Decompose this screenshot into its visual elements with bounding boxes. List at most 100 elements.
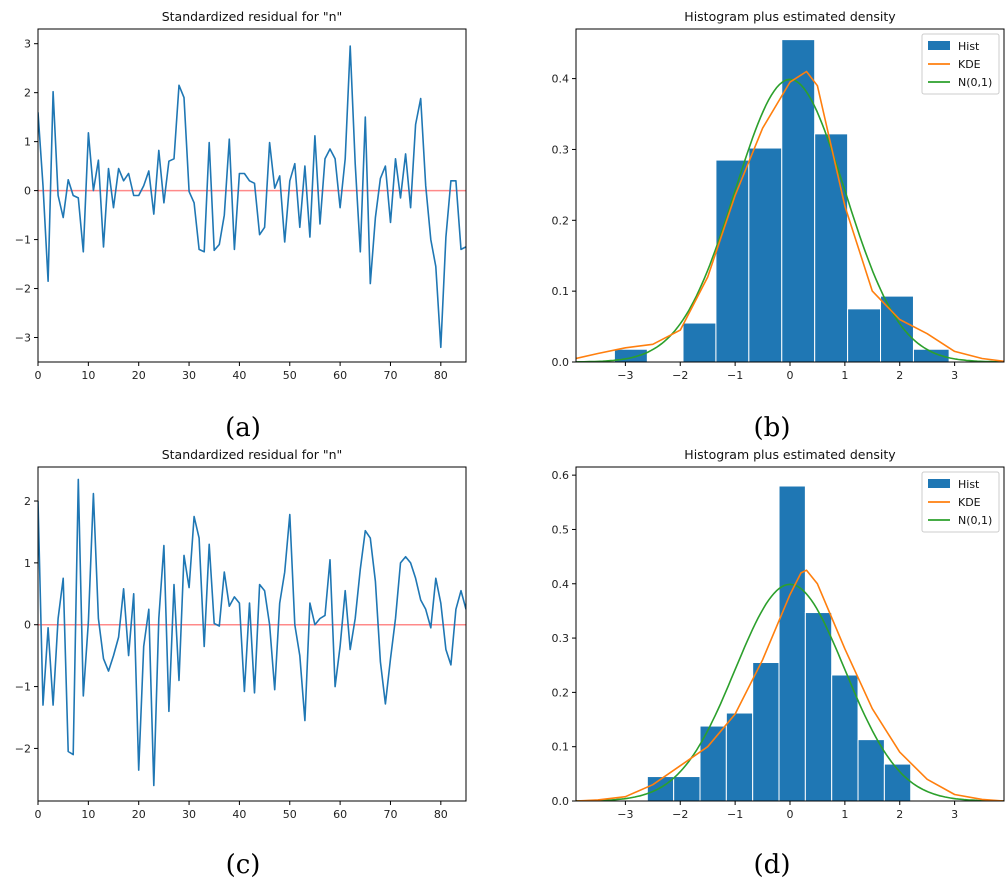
- x-tick-label-b-6: 3: [951, 369, 958, 382]
- x-tick-label-c-3: 30: [182, 808, 196, 821]
- hist-bar-b-5: [781, 39, 816, 362]
- x-tick-label-a-7: 70: [383, 369, 397, 382]
- legend-label-b-2: N(0,1): [958, 76, 992, 89]
- x-tick-label-d-3: 0: [787, 808, 794, 821]
- chart-c: Standardized residual for "n"0 10 20 30 40 50…: [15, 447, 467, 821]
- chart-title-b: Histogram plus estimated density: [684, 9, 896, 24]
- hist-bar-d-5: [778, 485, 806, 801]
- hist-bar-b-4: [748, 147, 783, 362]
- y-tick-label-a-1: −2: [15, 283, 31, 296]
- x-tick-label-c-6: 60: [333, 808, 347, 821]
- panel-label-c: (c): [226, 850, 261, 880]
- hist-bar-d-1: [673, 776, 701, 801]
- x-tick-label-a-8: 80: [434, 369, 448, 382]
- legend-label-d-0: Hist: [958, 478, 980, 491]
- y-tick-label-d-0: 0.0: [552, 795, 570, 808]
- x-tick-label-a-5: 50: [283, 369, 297, 382]
- x-tick-label-b-1: −2: [672, 369, 688, 382]
- y-tick-label-c-3: 1: [24, 557, 31, 570]
- x-tick-label-a-2: 20: [132, 369, 146, 382]
- x-tick-label-b-5: 2: [896, 369, 903, 382]
- x-tick-label-a-4: 40: [232, 369, 246, 382]
- hist-bar-d-3: [725, 712, 754, 801]
- chart-d: Histogram plus estimated density Hist KDE N…: [552, 447, 1005, 821]
- y-tick-label-b-1: 0.1: [552, 285, 570, 298]
- legend-label-b-1: KDE: [958, 58, 981, 71]
- residual-series-line-c: [38, 478, 466, 787]
- y-tick-label-d-3: 0.3: [552, 632, 570, 645]
- panel-label-a: (a): [225, 413, 261, 443]
- hist-bar-d-4: [752, 662, 780, 801]
- plot-area-c: [38, 478, 466, 787]
- y-tick-label-c-0: −2: [15, 742, 31, 755]
- axes-frame-c: [37, 466, 467, 802]
- x-tick-label-c-8: 80: [434, 808, 448, 821]
- x-tick-label-d-5: 2: [896, 808, 903, 821]
- panel-label-d: (d): [754, 850, 791, 880]
- x-tick-label-b-2: −1: [727, 369, 743, 382]
- legend-b: Hist KDE N(0,1): [921, 33, 1000, 95]
- y-tick-label-a-5: 2: [24, 87, 31, 100]
- plot-area-a: [38, 45, 466, 349]
- x-tick-label-c-1: 10: [81, 808, 95, 821]
- x-tick-label-a-0: 0: [35, 369, 42, 382]
- y-tick-label-b-3: 0.3: [552, 143, 570, 156]
- y-tick-label-a-2: −1: [15, 234, 31, 247]
- normal-curve-d: [576, 583, 1004, 801]
- x-tick-label-a-3: 30: [182, 369, 196, 382]
- y-tick-label-d-2: 0.2: [552, 686, 570, 699]
- chart-title-c: Standardized residual for "n": [162, 447, 343, 462]
- residual-series-line-a: [38, 45, 466, 349]
- hist-bar-d-6: [804, 612, 833, 801]
- y-tick-label-a-4: 1: [24, 136, 31, 149]
- x-tick-label-c-0: 0: [35, 808, 42, 821]
- y-tick-label-d-6: 0.6: [552, 469, 570, 482]
- x-tick-label-c-5: 50: [283, 808, 297, 821]
- y-tick-label-d-4: 0.4: [552, 578, 570, 591]
- x-tick-label-d-1: −2: [672, 808, 688, 821]
- y-tick-label-b-4: 0.4: [552, 73, 570, 86]
- x-tick-label-b-0: −3: [617, 369, 633, 382]
- axes-frame-a: [37, 28, 467, 363]
- y-tick-label-c-4: 2: [24, 495, 31, 508]
- x-tick-label-a-6: 60: [333, 369, 347, 382]
- x-tick-label-c-7: 70: [383, 808, 397, 821]
- x-tick-label-a-1: 10: [81, 369, 95, 382]
- x-tick-label-b-4: 1: [841, 369, 848, 382]
- x-tick-label-c-4: 40: [232, 808, 246, 821]
- plot-area-d: [576, 485, 1004, 801]
- hist-bar-d-8: [857, 739, 885, 801]
- y-tick-label-b-2: 0.2: [552, 214, 570, 227]
- chart-a: Standardized residual for "n"0 10 20 30 40 50…: [15, 9, 467, 382]
- hist-bar-b-8: [880, 295, 914, 362]
- y-tick-label-a-6: 3: [24, 38, 31, 51]
- x-tick-label-c-2: 20: [132, 808, 146, 821]
- x-tick-label-d-6: 3: [951, 808, 958, 821]
- legend-label-d-2: N(0,1): [958, 514, 992, 527]
- normal-curve-b: [576, 78, 1004, 362]
- kde-curve-b: [576, 70, 1004, 362]
- hist-bar-d-7: [831, 674, 859, 801]
- legend-d: Hist KDE N(0,1): [921, 471, 1000, 533]
- chart-title-a: Standardized residual for "n": [162, 9, 343, 24]
- kde-curve-d: [576, 569, 1004, 801]
- y-tick-label-c-1: −1: [15, 681, 31, 694]
- x-tick-label-d-2: −1: [727, 808, 743, 821]
- panel-label-b: (b): [754, 413, 791, 443]
- y-tick-label-d-1: 0.1: [552, 741, 570, 754]
- y-tick-label-d-5: 0.5: [552, 523, 570, 536]
- hist-bar-b-3: [715, 159, 750, 362]
- x-tick-label-d-0: −3: [617, 808, 633, 821]
- plot-area-b: [576, 39, 1004, 362]
- x-tick-label-d-4: 1: [841, 808, 848, 821]
- x-tick-label-b-3: 0: [787, 369, 794, 382]
- legend-label-b-0: Hist: [958, 40, 980, 53]
- legend-swatch-b-0: [928, 41, 950, 50]
- y-tick-label-c-2: 0: [24, 619, 31, 632]
- hist-bar-b-2: [682, 322, 717, 362]
- hist-bar-d-2: [699, 725, 727, 801]
- legend-label-d-1: KDE: [958, 496, 981, 509]
- hist-bar-b-6: [814, 133, 849, 362]
- y-tick-label-a-3: 0: [24, 185, 31, 198]
